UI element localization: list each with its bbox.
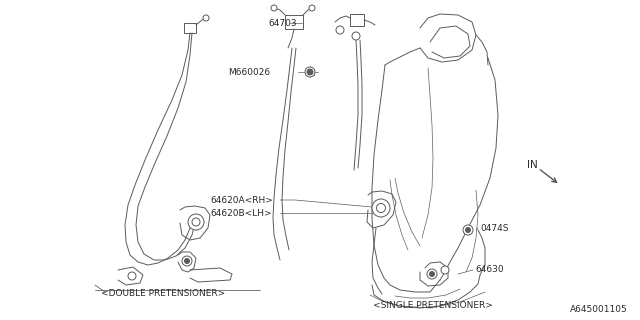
Text: 64620B<LH>: 64620B<LH>: [210, 209, 271, 218]
Circle shape: [309, 5, 315, 11]
Text: <DOUBLE PRETENSIONER>: <DOUBLE PRETENSIONER>: [101, 290, 225, 299]
Circle shape: [184, 259, 189, 263]
Circle shape: [336, 26, 344, 34]
Text: 64620A<RH>: 64620A<RH>: [210, 196, 273, 204]
Circle shape: [465, 228, 470, 233]
Circle shape: [376, 204, 385, 212]
Circle shape: [192, 218, 200, 226]
Text: IN: IN: [527, 160, 538, 170]
Circle shape: [188, 214, 204, 230]
Bar: [184, 23, 196, 33]
Circle shape: [372, 199, 390, 217]
Circle shape: [182, 256, 192, 266]
Bar: [285, 15, 303, 29]
Circle shape: [352, 32, 360, 40]
Circle shape: [307, 69, 313, 75]
Text: A645001105: A645001105: [570, 306, 628, 315]
Circle shape: [203, 15, 209, 21]
Bar: [350, 14, 364, 26]
Text: 0474S: 0474S: [480, 223, 509, 233]
Circle shape: [441, 266, 449, 274]
Circle shape: [463, 225, 473, 235]
Text: <SINGLE PRETENSIONER>: <SINGLE PRETENSIONER>: [373, 301, 493, 310]
Text: M660026: M660026: [228, 68, 270, 76]
Circle shape: [429, 271, 435, 276]
Circle shape: [427, 269, 437, 279]
Text: 64703: 64703: [268, 19, 296, 28]
Circle shape: [305, 67, 315, 77]
Text: 64630: 64630: [475, 266, 504, 275]
Circle shape: [128, 272, 136, 280]
Circle shape: [271, 5, 277, 11]
